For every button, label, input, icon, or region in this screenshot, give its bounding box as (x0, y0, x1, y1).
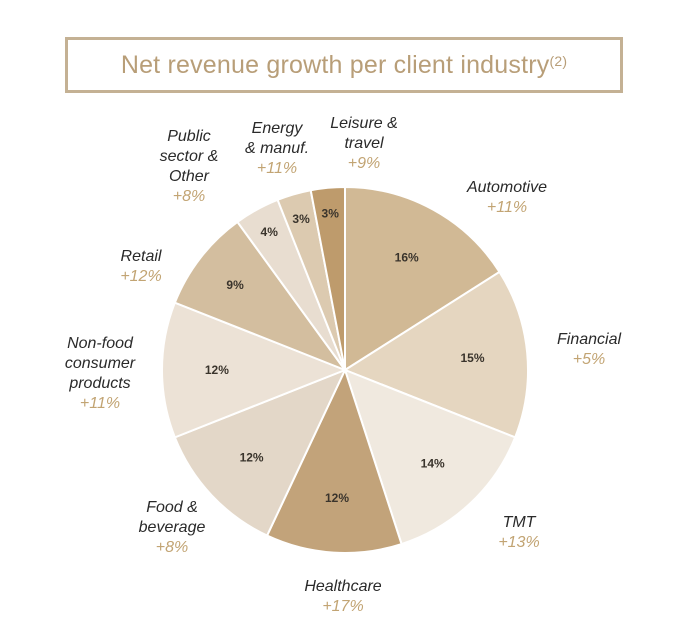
slice-percent-label: 15% (460, 351, 484, 365)
slice-percent-label: 4% (261, 225, 279, 239)
category-name: consumer (65, 355, 136, 372)
slice-percent-label: 12% (240, 451, 264, 465)
slice-percent-label: 12% (325, 491, 349, 505)
category-growth: +8% (156, 539, 188, 556)
slice-percent-label: 14% (421, 456, 445, 470)
category-label: Public sector & Other +8% (160, 128, 219, 205)
category-name: Food & (146, 499, 198, 516)
chart-title-box: Net revenue growth per client industry (2… (65, 37, 623, 93)
category-name: & manuf. (245, 140, 309, 157)
slice-percent-label: 9% (226, 278, 244, 292)
category-name: Energy (252, 120, 304, 137)
category-label: Non-food consumer products +11% (65, 335, 136, 412)
category-name: beverage (139, 519, 206, 536)
category-name: Retail (121, 248, 162, 265)
pie-slice-financial (342, 270, 529, 439)
pie-slice-retail (173, 220, 348, 373)
category-label: Food & beverage +8% (139, 499, 206, 556)
category-name: Public (167, 128, 211, 145)
category-name: Healthcare (304, 578, 381, 595)
category-name: Non-food (67, 335, 134, 352)
category-growth: +11% (80, 395, 120, 412)
pie-slice-healthcare (265, 367, 403, 554)
category-label: Financial +5% (557, 331, 621, 368)
category-growth: +9% (348, 155, 380, 172)
category-growth: +17% (322, 598, 363, 615)
category-growth: +12% (120, 268, 161, 285)
slice-percent-label: 3% (322, 206, 340, 220)
category-name: Financial (557, 331, 621, 348)
category-label: TMT +13% (498, 514, 539, 551)
category-name: Leisure & (330, 115, 398, 132)
category-growth: +11% (257, 160, 297, 177)
slice-percent-label: 3% (292, 212, 310, 226)
chart-title-footnote: (2) (549, 53, 568, 69)
category-name: Automotive (466, 179, 547, 196)
pie-slice-food-beverage (173, 368, 347, 537)
slice-percent-label: 16% (395, 251, 419, 265)
category-name: sector & (160, 148, 219, 165)
category-label: Retail +12% (120, 248, 162, 285)
category-name: TMT (503, 514, 537, 531)
pie-slice-non-food-consumer-products (161, 301, 348, 439)
category-growth: +13% (498, 534, 539, 551)
chart-title: Net revenue growth per client industry (120, 50, 550, 79)
pie-slice-leisure-travel (309, 185, 346, 371)
pie-slice-automotive (344, 185, 501, 372)
category-growth: +11% (487, 199, 527, 216)
category-name: products (68, 375, 130, 392)
category-growth: +8% (173, 188, 205, 205)
category-label: Leisure & travel +9% (330, 115, 398, 172)
category-label: Automotive +11% (466, 179, 547, 216)
category-name: travel (344, 135, 384, 152)
category-name: Other (169, 168, 210, 185)
category-growth: +5% (573, 351, 605, 368)
category-label: Healthcare +17% (304, 578, 381, 615)
slice-percent-label: 12% (205, 363, 229, 377)
category-label: Energy & manuf. +11% (245, 120, 309, 177)
